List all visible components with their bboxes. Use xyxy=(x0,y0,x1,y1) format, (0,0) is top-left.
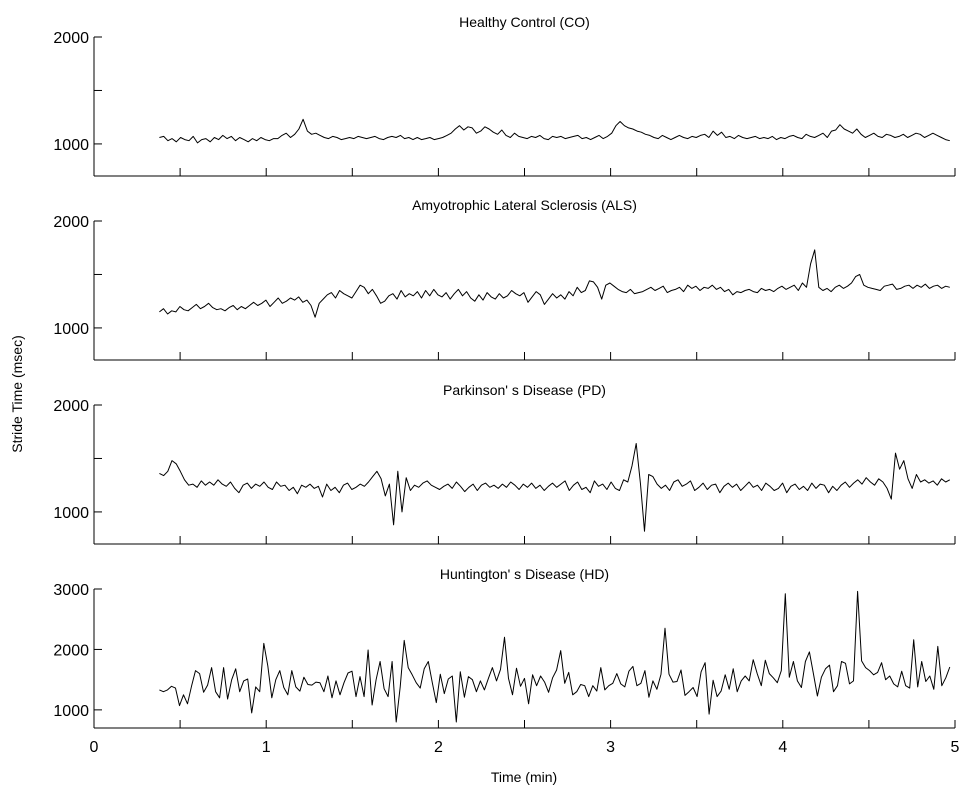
x-tick-label: 1 xyxy=(262,739,271,756)
x-tick-label: 4 xyxy=(778,739,787,756)
x-axis-label: Time (min) xyxy=(491,769,557,785)
x-tick-label: 2 xyxy=(434,739,443,756)
y-tick-label: 2000 xyxy=(53,642,89,659)
y-tick-label: 1000 xyxy=(53,321,89,338)
chart-panel: Healthy Control (CO) 1000 2000 xyxy=(53,14,956,177)
y-tick-label: 2000 xyxy=(53,398,89,415)
y-tick-label: 2000 xyxy=(53,214,89,231)
panel-title: Healthy Control (CO) xyxy=(459,14,590,30)
stride-time-series-line xyxy=(159,443,951,532)
stride-time-series-line xyxy=(159,118,950,144)
y-tick-label: 1000 xyxy=(53,703,89,720)
x-tick-label: 3 xyxy=(606,739,615,756)
chart-panel: Huntington' s Disease (HD) 1000 2000 3000 0 1… xyxy=(53,566,959,756)
x-tick-label: 0 xyxy=(90,739,99,756)
y-axis-label: Stride Time (msec) xyxy=(9,335,25,452)
y-tick-label: 1000 xyxy=(53,505,89,522)
panel-title: Huntington' s Disease (HD) xyxy=(440,566,609,582)
stride-time-series-line xyxy=(159,249,950,318)
x-tick-label: 5 xyxy=(951,739,960,756)
panel-title: Parkinson' s Disease (PD) xyxy=(443,382,606,398)
y-tick-label: 1000 xyxy=(53,137,89,154)
chart-panel: Amyotrophic Lateral Sclerosis (ALS) 1000 2… xyxy=(53,197,956,361)
stride-time-series-line xyxy=(159,590,951,723)
panel-title: Amyotrophic Lateral Sclerosis (ALS) xyxy=(412,197,637,213)
chart-panel: Parkinson' s Disease (PD) 1000 2000 xyxy=(53,382,956,545)
y-tick-label: 2000 xyxy=(53,30,89,47)
y-tick-label: 3000 xyxy=(53,582,89,599)
